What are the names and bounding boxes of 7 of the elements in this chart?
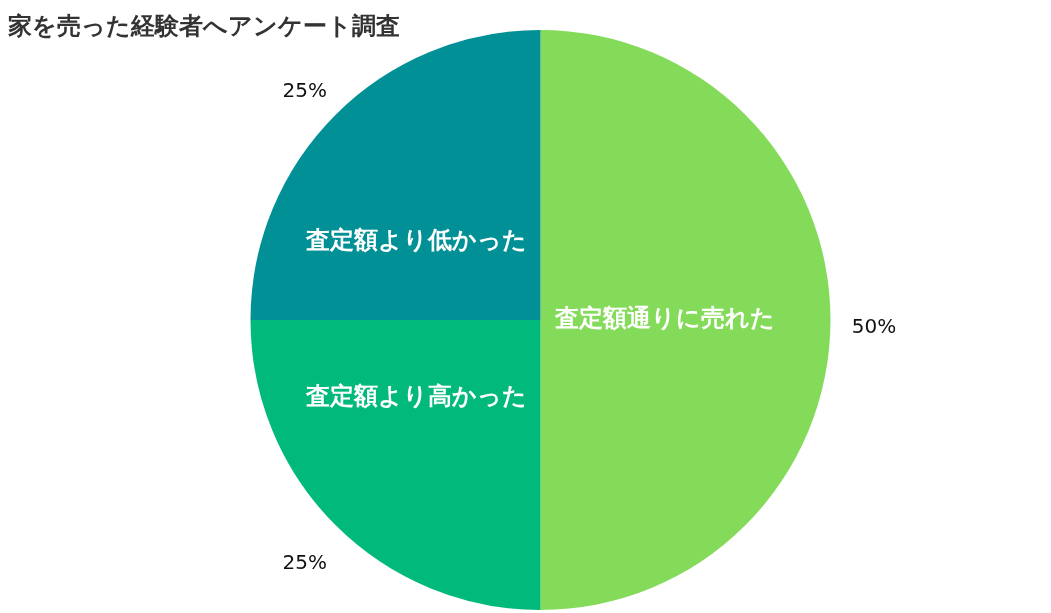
data-label: 25%: [282, 78, 327, 103]
slice-label: 査定額より低かった: [304, 226, 527, 255]
slice-label: 査定額より高かった: [304, 382, 527, 411]
chart-title: 家を売った経験者へアンケート調査: [8, 11, 400, 42]
slice-label: 査定額通りに売れた: [553, 304, 775, 333]
data-label: 50%: [851, 314, 897, 339]
data-label: 25%: [282, 550, 327, 575]
